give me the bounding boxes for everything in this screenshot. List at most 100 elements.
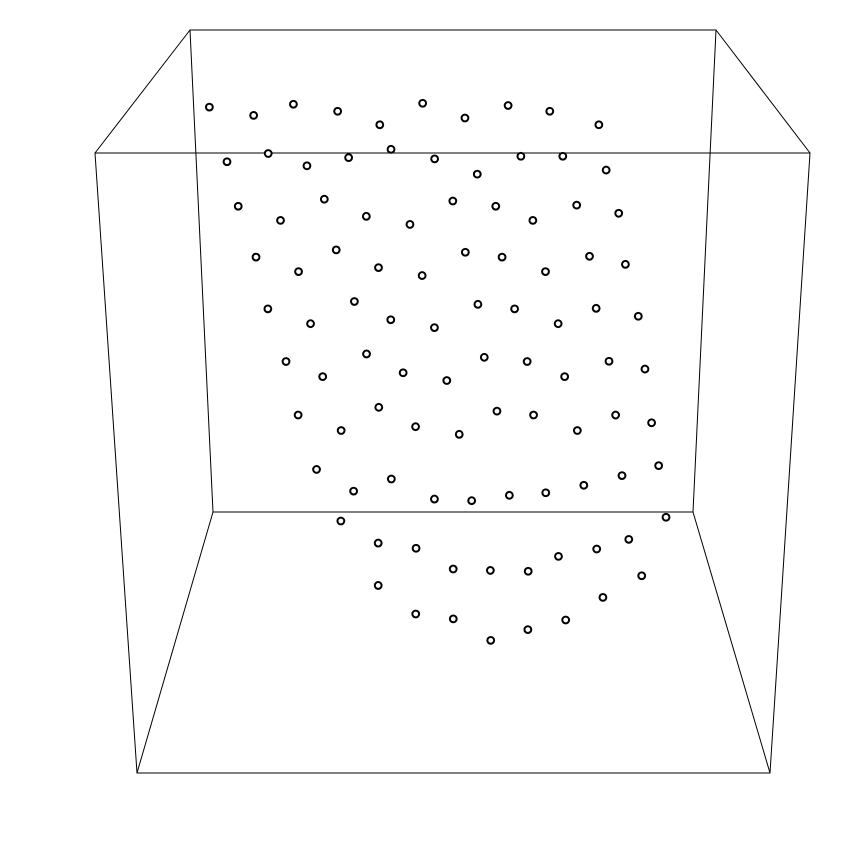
point: [349, 297, 359, 306]
point: [281, 357, 291, 366]
point: [523, 566, 533, 576]
point: [344, 153, 354, 163]
point: [554, 551, 563, 561]
point: [541, 488, 551, 498]
point: [545, 106, 555, 116]
point: [572, 426, 582, 435]
point: [293, 410, 303, 420]
point: [331, 245, 341, 255]
point: [497, 252, 507, 262]
point: [516, 151, 526, 161]
point: [294, 267, 303, 276]
point: [374, 263, 383, 272]
point: [233, 201, 243, 211]
point: [617, 471, 627, 481]
back-face: [189, 29, 717, 513]
point: [491, 201, 501, 211]
point: [336, 516, 346, 526]
point: [553, 319, 563, 329]
point: [448, 614, 458, 624]
point: [572, 200, 582, 210]
point: [472, 169, 482, 179]
point: [661, 512, 671, 522]
point: [263, 304, 273, 314]
point: [430, 154, 440, 164]
point: [411, 609, 421, 619]
point: [361, 211, 371, 221]
point: [373, 538, 383, 548]
point: [624, 534, 634, 544]
point: [460, 247, 470, 257]
point: [251, 252, 261, 262]
point: [386, 144, 396, 154]
point: [486, 635, 496, 645]
point: [448, 564, 458, 574]
point: [375, 120, 385, 130]
point: [460, 113, 470, 123]
point: [504, 490, 514, 500]
box-edge: [94, 29, 191, 154]
point: [647, 418, 657, 428]
point: [611, 410, 621, 420]
point: [362, 349, 371, 359]
point: [561, 615, 571, 625]
box-edge: [136, 511, 214, 774]
point: [319, 194, 329, 204]
point: [558, 151, 568, 161]
point: [473, 299, 483, 309]
point: [640, 364, 650, 374]
box: [94, 29, 811, 774]
point: [405, 220, 415, 229]
point: [503, 101, 513, 110]
point: [522, 357, 532, 366]
point: [302, 161, 312, 171]
point: [598, 592, 608, 602]
point: [528, 215, 538, 225]
point: [318, 372, 328, 382]
point: [601, 165, 611, 175]
point: [541, 267, 550, 276]
point: [604, 356, 614, 366]
point: [276, 215, 285, 225]
point: [333, 106, 343, 116]
front-face: [94, 152, 811, 774]
point: [222, 157, 232, 167]
point: [263, 149, 273, 158]
point: [485, 566, 495, 575]
point: [336, 426, 346, 435]
box-edge: [715, 29, 811, 154]
point: [523, 625, 533, 634]
point: [654, 461, 664, 471]
point: [374, 402, 384, 412]
point: [289, 99, 298, 109]
point: [585, 251, 594, 261]
point: [204, 102, 214, 112]
point: [492, 406, 502, 416]
point: [594, 120, 604, 130]
point: [386, 315, 396, 325]
point: [479, 352, 489, 362]
point: [621, 259, 630, 269]
point: [398, 368, 408, 378]
point: [249, 110, 259, 120]
point: [560, 372, 570, 382]
point: [411, 422, 420, 432]
point: [306, 319, 315, 329]
point: [448, 196, 458, 206]
point: [349, 486, 359, 496]
point: [529, 410, 538, 420]
point: [592, 544, 602, 554]
box-edge: [692, 511, 771, 774]
point: [430, 323, 439, 333]
point: [373, 581, 383, 590]
point: [442, 376, 452, 385]
point: [579, 480, 589, 490]
point: [430, 494, 439, 504]
point: [411, 543, 421, 553]
point: [467, 496, 477, 506]
point: [454, 429, 464, 439]
point: [386, 474, 396, 484]
point: [312, 465, 321, 474]
point: [418, 98, 428, 108]
